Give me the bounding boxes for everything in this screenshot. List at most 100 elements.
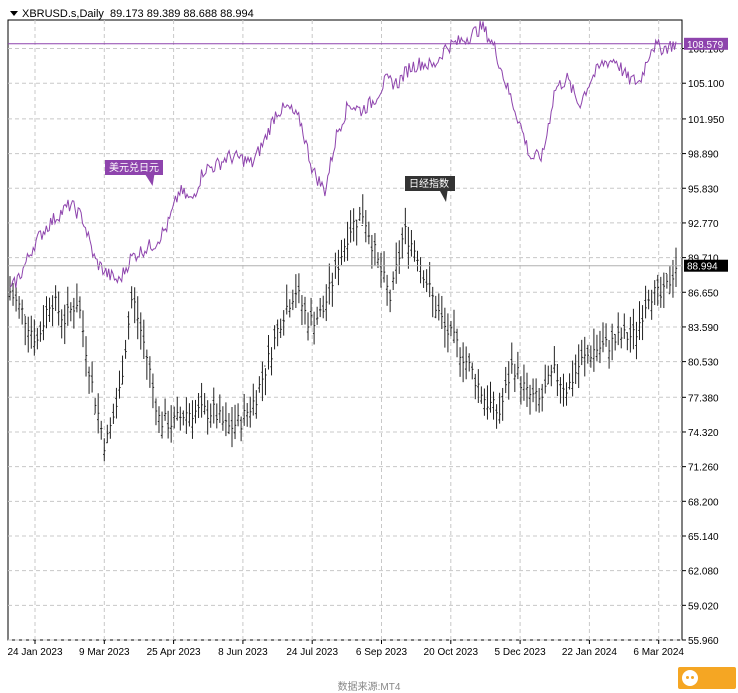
nikkei-bar — [14, 286, 18, 312]
y-tick-label: 71.260 — [688, 463, 719, 474]
nikkei-bar — [410, 229, 413, 257]
y-tick-label: 68.200 — [688, 497, 719, 508]
nikkei-bar — [176, 396, 179, 421]
nikkei-bar — [516, 351, 520, 380]
x-tick-label: 24 Jan 2023 — [7, 647, 62, 658]
usdjpy-last-badge — [684, 37, 728, 50]
nikkei-bar — [653, 280, 656, 306]
nikkei-bar — [425, 269, 428, 293]
nikkei-bar — [60, 309, 63, 339]
nikkei-bar — [100, 420, 103, 440]
y-tick-label: 80.530 — [688, 358, 719, 369]
nikkei-bar — [379, 252, 383, 288]
nikkei-bar — [464, 346, 468, 380]
nikkei-bar — [72, 297, 76, 329]
nikkei-bar — [525, 372, 529, 407]
nikkei-bar — [57, 291, 60, 326]
nikkei-bar — [160, 411, 164, 439]
nikkei-bar — [331, 272, 334, 307]
nikkei-bar — [78, 296, 82, 319]
nikkei-bar — [340, 239, 343, 265]
nikkei-bar — [416, 250, 419, 272]
nikkei-bar — [252, 383, 255, 416]
nikkei-bar — [297, 273, 301, 304]
nikkei-bar — [559, 377, 562, 404]
nikkei-bar — [428, 261, 431, 298]
x-tick-label: 20 Oct 2023 — [424, 647, 479, 658]
nikkei-bar — [604, 323, 608, 347]
nikkei-bar — [674, 247, 678, 288]
nikkei-bar — [11, 282, 15, 306]
nikkei-bar — [468, 353, 471, 372]
nikkei-bar — [203, 392, 206, 415]
nikkei-bar — [553, 346, 556, 374]
x-tick-label: 22 Jan 2024 — [562, 647, 617, 658]
nikkei-bar — [471, 362, 474, 380]
y-tick-label: 98.890 — [688, 150, 719, 161]
nikkei-bar — [239, 416, 243, 442]
nikkei-bar — [401, 227, 404, 259]
nikkei-bar — [118, 370, 121, 399]
nikkei-bar — [115, 387, 118, 419]
nikkei-bar — [522, 364, 526, 401]
nikkei-bar — [112, 403, 115, 424]
x-tick-label: 6 Mar 2024 — [633, 647, 684, 658]
y-tick-label: 108.160 — [688, 45, 725, 56]
nikkei-callout-label: 日经指数 — [409, 177, 449, 190]
nikkei-bar — [361, 194, 364, 226]
nikkei-bar — [215, 403, 218, 429]
nikkei-bar — [395, 242, 398, 284]
nikkei-bar — [179, 406, 182, 431]
plot-frame — [7, 19, 683, 641]
nikkei-bar — [246, 403, 249, 427]
nikkei-bar — [565, 382, 568, 406]
nikkei-bar — [656, 274, 659, 306]
nikkei-bar — [607, 340, 611, 369]
nikkei-bar — [431, 286, 434, 318]
nikkei-bar — [209, 403, 212, 428]
y-tick-label: 74.320 — [688, 428, 719, 439]
nikkei-bar — [617, 312, 620, 346]
nikkei-bar — [352, 208, 355, 242]
y-tick-label: 59.020 — [688, 601, 719, 612]
nikkei-bar — [75, 283, 79, 313]
nikkei-bar — [346, 221, 349, 261]
nikkei-bar — [586, 344, 590, 364]
nikkei-bar — [93, 398, 97, 415]
nikkei-bar — [574, 354, 577, 384]
nikkei-bar — [96, 393, 100, 434]
nikkei-bar — [635, 321, 638, 360]
nikkei-bar — [273, 325, 276, 350]
nikkei-bar — [255, 390, 258, 419]
nikkei-bar — [45, 296, 48, 329]
nikkei-bar — [54, 285, 57, 311]
nikkei-bar — [598, 330, 602, 364]
nikkei-bar — [194, 399, 197, 424]
nikkei-bar — [577, 344, 580, 389]
nikkei-bar — [328, 263, 331, 305]
y-tick-label: 101.950 — [688, 115, 725, 126]
nikkei-bar — [133, 287, 136, 324]
x-tick-label: 5 Dec 2023 — [495, 647, 547, 658]
nikkei-bar — [659, 276, 662, 308]
nikkei-bar — [422, 270, 425, 288]
nikkei-bar — [449, 320, 453, 337]
y-tick-label: 95.830 — [688, 184, 719, 195]
nikkei-bar — [474, 373, 477, 400]
nikkei-bar — [547, 365, 550, 385]
nikkei-bar — [571, 360, 574, 397]
nikkei-bar — [24, 314, 27, 346]
nikkei-bar — [169, 405, 173, 443]
dropdown-triangle-icon[interactable] — [10, 11, 18, 16]
nikkei-bar — [513, 363, 517, 393]
y-tick-label: 89.710 — [688, 254, 719, 265]
nikkei-bar — [650, 289, 653, 320]
y-tick-label: 92.770 — [688, 219, 719, 230]
nikkei-bar — [325, 284, 328, 322]
nikkei-bar — [504, 366, 507, 394]
nikkei-bar — [388, 289, 392, 313]
nikkei-bar — [595, 334, 599, 361]
nikkei-bar — [407, 226, 410, 269]
nikkei-bar — [182, 410, 185, 426]
nikkei-bar — [300, 295, 304, 326]
